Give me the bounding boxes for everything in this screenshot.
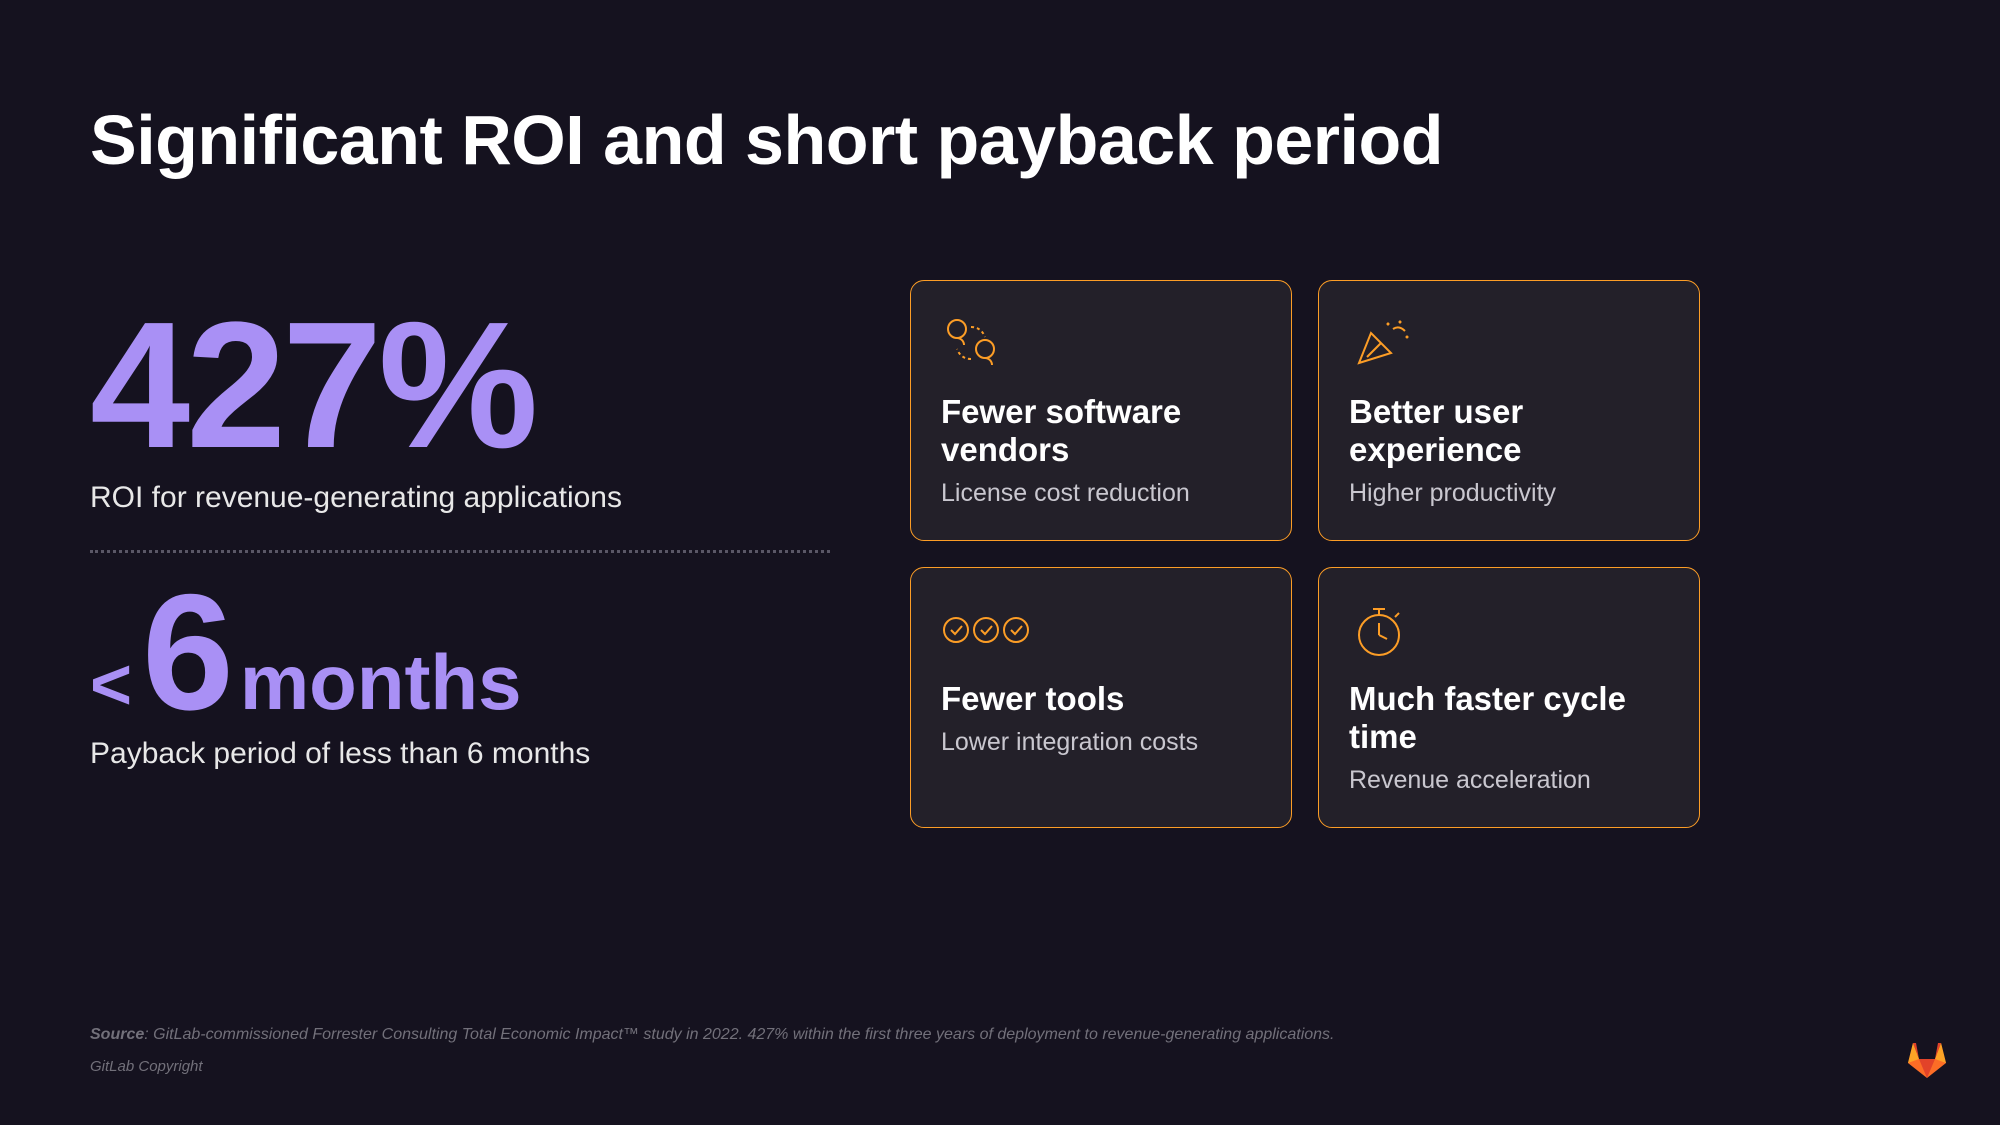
stats-column: 427% ROI for revenue-generating applicat…	[90, 300, 830, 828]
card-subtitle: License cost reduction	[941, 479, 1261, 508]
card-title: Much faster cycle time	[1349, 680, 1669, 756]
source-text: : GitLab-commissioned Forrester Consulti…	[144, 1026, 1334, 1043]
benefit-card: Fewer software vendors License cost redu…	[910, 280, 1292, 541]
less-than-sign: <	[90, 649, 132, 721]
content-row: 427% ROI for revenue-generating applicat…	[90, 300, 1910, 828]
card-subtitle: Higher productivity	[1349, 479, 1669, 508]
benefits-grid: Fewer software vendors License cost redu…	[910, 280, 1700, 828]
stopwatch-icon	[1349, 598, 1669, 662]
roi-value: 427%	[90, 300, 830, 471]
checkmarks-icon	[941, 598, 1261, 662]
divider	[90, 550, 830, 553]
card-title: Fewer software vendors	[941, 393, 1261, 469]
celebration-icon	[1349, 311, 1669, 375]
benefit-card: Fewer tools Lower integration costs	[910, 567, 1292, 828]
copyright: GitLab Copyright	[90, 1058, 1880, 1075]
card-subtitle: Lower integration costs	[941, 728, 1261, 757]
slide-title: Significant ROI and short payback period	[90, 100, 1910, 180]
payback-stat: < 6 months Payback period of less than 6…	[90, 578, 830, 771]
payback-number: 6	[142, 578, 230, 727]
people-swap-icon	[941, 311, 1261, 375]
card-subtitle: Revenue acceleration	[1349, 766, 1669, 795]
payback-unit: months	[240, 643, 522, 721]
roi-caption: ROI for revenue-generating applications	[90, 481, 830, 515]
card-title: Better user experience	[1349, 393, 1669, 469]
slide: Significant ROI and short payback period…	[0, 0, 2000, 1125]
source-line: Source: GitLab-commissioned Forrester Co…	[90, 1026, 1880, 1044]
payback-value: < 6 months	[90, 578, 830, 727]
payback-caption: Payback period of less than 6 months	[90, 737, 830, 771]
benefit-card: Better user experience Higher productivi…	[1318, 280, 1700, 541]
gitlab-logo-icon	[1904, 1035, 1950, 1079]
benefit-card: Much faster cycle time Revenue accelerat…	[1318, 567, 1700, 828]
roi-stat: 427% ROI for revenue-generating applicat…	[90, 300, 830, 515]
footer: Source: GitLab-commissioned Forrester Co…	[90, 1026, 1880, 1075]
card-title: Fewer tools	[941, 680, 1261, 718]
source-label: Source	[90, 1026, 144, 1043]
